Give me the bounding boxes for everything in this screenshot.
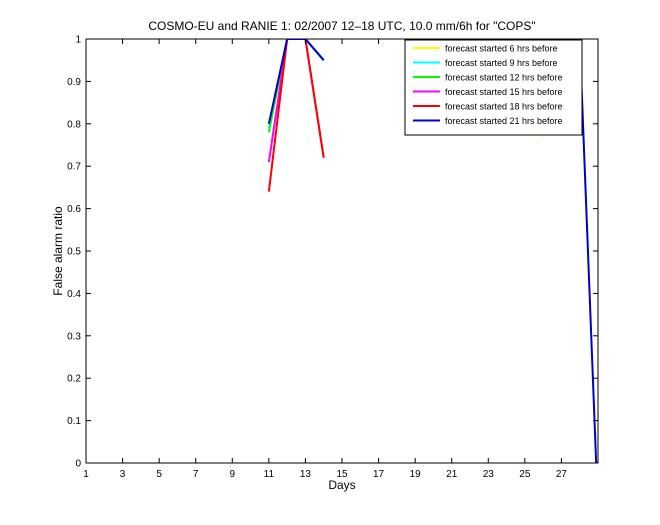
legend-entry: forecast started 6 hrs before [445, 44, 558, 54]
legend-entry: forecast started 12 hrs before [445, 73, 563, 83]
series-line [267, 39, 325, 192]
series-line [267, 39, 325, 125]
y-tick-label: 0.2 [67, 374, 81, 385]
legend-box [404, 39, 583, 136]
y-tick-label: 1 [75, 35, 81, 46]
x-tick-label: 9 [230, 469, 236, 480]
x-tick-label: 13 [300, 469, 312, 480]
x-tick-label: 25 [519, 469, 531, 480]
legend-entry: forecast started 15 hrs before [445, 87, 563, 97]
series-line [578, 39, 598, 463]
legend-entry: forecast started 9 hrs before [445, 58, 558, 68]
x-tick-label: 15 [336, 469, 348, 480]
x-tick-label: 19 [410, 469, 422, 480]
y-tick-label: 0.8 [67, 119, 81, 130]
y-tick-label: 0 [75, 459, 81, 470]
x-tick-label: 1 [83, 469, 89, 480]
x-tick-label: 3 [120, 469, 126, 480]
y-tick-label: 0.5 [67, 247, 81, 258]
y-tick-label: 0.7 [67, 162, 81, 173]
chart-title: COSMO-EU and RANIE 1: 02/2007 12–18 UTC,… [148, 19, 535, 33]
legend-entry: forecast started 18 hrs before [445, 102, 563, 112]
y-tick-label: 0.6 [67, 204, 81, 215]
x-tick-label: 5 [156, 469, 162, 480]
legend-entry: forecast started 21 hrs before [445, 116, 563, 126]
x-tick-label: 27 [556, 469, 568, 480]
legend: forecast started 6 hrs before forecast st… [404, 39, 583, 136]
axes-layer: 1 3 5 7 9 11 13 15 17 19 21 23 25 2700.10.20.30.40.50… [67, 35, 598, 480]
y-tick-label: 0.4 [67, 289, 81, 300]
x-tick-label: 23 [483, 469, 495, 480]
x-tick-label: 21 [446, 469, 458, 480]
x-axis-label: Days [328, 478, 355, 492]
y-tick-label: 0.3 [67, 331, 81, 342]
y-tick-label: 0.9 [67, 77, 81, 88]
x-tick-label: 7 [193, 469, 199, 480]
x-tick-label: 11 [264, 469, 275, 480]
x-tick-label: 17 [373, 469, 385, 480]
y-tick-label: 0.1 [67, 416, 81, 427]
y-axis-label: False alarm ratio [51, 206, 65, 296]
